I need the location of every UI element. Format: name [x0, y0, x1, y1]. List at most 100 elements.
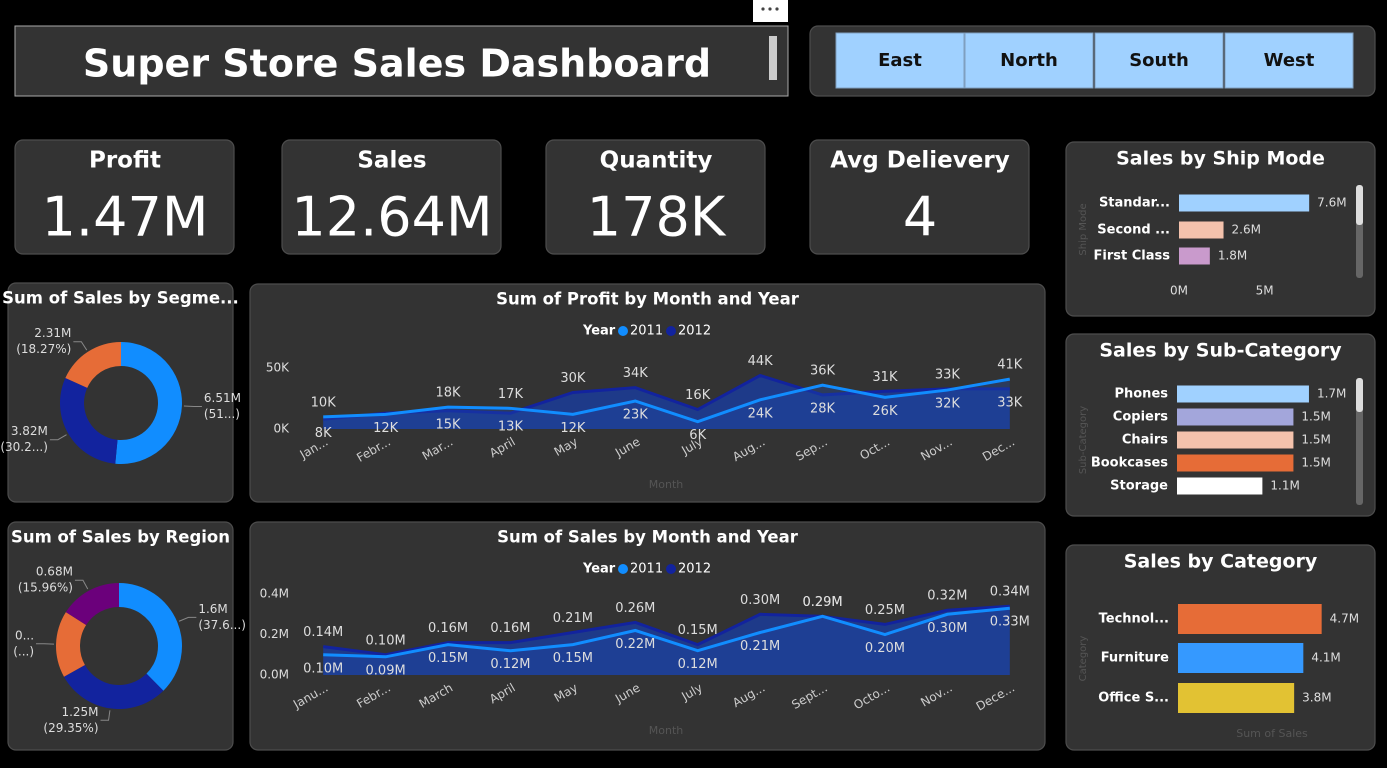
- leader-line: [178, 616, 197, 622]
- kpi-label: Avg Delievery: [830, 148, 1009, 174]
- legend-marker: [618, 326, 628, 336]
- slicer-label[interactable]: West: [1264, 50, 1315, 71]
- slicer-label[interactable]: South: [1129, 50, 1189, 71]
- data-label: 0.34M: [990, 585, 1030, 600]
- donut-slice: [56, 612, 87, 677]
- category-label: Phones: [1114, 387, 1168, 402]
- data-label: 16K: [685, 388, 711, 403]
- data-label: 3.82M: [11, 424, 48, 438]
- data-label: 3.8M: [1302, 691, 1331, 705]
- x-axis-title: Sum of Sales: [1236, 727, 1308, 740]
- data-label: 2.31M: [34, 326, 71, 340]
- data-label: 4.7M: [1330, 612, 1359, 626]
- scroll-thumb[interactable]: [1356, 185, 1363, 225]
- slicer-label[interactable]: North: [1000, 50, 1058, 71]
- data-label: 0.25M: [865, 603, 905, 618]
- scroll-thumb[interactable]: [1356, 378, 1363, 412]
- legend-title: Year: [582, 562, 616, 577]
- data-label: 0.30M: [740, 593, 780, 608]
- slicer-button[interactable]: [964, 32, 1094, 89]
- area: [323, 379, 1010, 429]
- legend-marker: [666, 326, 676, 336]
- donut-slice: [63, 664, 164, 709]
- donut-slice: [115, 342, 182, 464]
- data-label: 0.20M: [865, 641, 905, 656]
- data-label: (51...): [204, 407, 240, 421]
- donut-slice: [65, 342, 121, 388]
- data-label: 0.29M: [802, 595, 842, 610]
- data-label: 34K: [623, 366, 649, 381]
- bar: [1177, 408, 1294, 426]
- data-label: 0.29M: [802, 595, 842, 610]
- line: [323, 377, 1011, 424]
- leader-line: [100, 710, 111, 721]
- data-label: 1.6M: [198, 602, 227, 616]
- chart-title: Sales by Category: [1124, 551, 1318, 573]
- slicer-button[interactable]: [1224, 32, 1354, 89]
- scroll-thumb[interactable]: [769, 36, 777, 80]
- slicer-label[interactable]: East: [878, 50, 922, 71]
- data-label: 1.5M: [1301, 410, 1330, 424]
- data-label: 0...: [15, 628, 34, 642]
- kpi-value: 1.47M: [42, 186, 209, 249]
- bar: [1177, 477, 1263, 495]
- data-label: 6.51M: [204, 391, 241, 405]
- data-label: 1.8M: [1218, 249, 1247, 263]
- data-label: 33K: [935, 367, 961, 382]
- data-label: (30.2...): [0, 440, 48, 454]
- data-label: 0.14M: [303, 625, 343, 640]
- category-label: Chairs: [1122, 433, 1168, 448]
- line: [323, 606, 1010, 659]
- data-label: 41K: [997, 358, 1023, 373]
- legend-label: 2011: [630, 562, 663, 577]
- legend-label: 2012: [678, 324, 711, 339]
- x-axis-title: Month: [649, 724, 684, 737]
- data-label: 1.5M: [1301, 456, 1330, 470]
- line: [323, 373, 1010, 421]
- data-label: 0.22M: [615, 637, 655, 652]
- data-label: 0.16M: [428, 621, 468, 636]
- data-label: 31K: [872, 370, 898, 385]
- bar: [1179, 194, 1310, 212]
- data-label: 1.1M: [1270, 479, 1299, 493]
- more-options[interactable]: [753, 0, 788, 22]
- kpi-card: [809, 139, 1030, 255]
- kpi-card: [545, 139, 766, 255]
- y-tick-label: 0.2M: [260, 627, 289, 641]
- y-tick-label: 0.0M: [260, 668, 289, 682]
- category-label: Storage: [1110, 479, 1168, 494]
- data-label: 0.15M: [678, 623, 718, 638]
- data-label: 33K: [997, 395, 1023, 410]
- dot: [768, 7, 772, 11]
- data-label: 18K: [436, 386, 462, 401]
- slicer-button[interactable]: [835, 32, 965, 89]
- y-tick-label: 0.4M: [260, 587, 289, 601]
- kpi-value: 4: [903, 186, 937, 249]
- data-label: 1.7M: [1317, 387, 1346, 401]
- category-label: First Class: [1094, 249, 1171, 264]
- data-label: 4.1M: [1311, 651, 1340, 665]
- category-label: Technol...: [1099, 612, 1169, 627]
- category-label: Copiers: [1113, 410, 1168, 425]
- kpi-card: [281, 139, 502, 255]
- slicer-button[interactable]: [1094, 32, 1224, 89]
- leader-line: [49, 434, 67, 441]
- chart-title: Sales by Sub-Category: [1099, 340, 1342, 362]
- data-label: (29.35%): [43, 721, 98, 735]
- data-label: 6K: [689, 428, 706, 443]
- kpi-label: Profit: [89, 148, 161, 174]
- data-label: 7.6M: [1317, 196, 1346, 210]
- leader-line: [73, 341, 88, 351]
- category-label: Bookcases: [1091, 456, 1168, 471]
- title-panel: [14, 25, 789, 97]
- y-tick-label: 0K: [273, 422, 290, 436]
- data-label: 0.33M: [990, 615, 1030, 630]
- area: [323, 375, 1010, 429]
- data-label: 12K: [373, 421, 399, 436]
- x-tick-label: 5M: [1256, 284, 1274, 298]
- data-label: 0.68M: [36, 565, 73, 579]
- data-label: 0.10M: [303, 661, 343, 676]
- y-axis-title: Ship Mode: [1078, 203, 1089, 255]
- legend-label: 2011: [630, 324, 663, 339]
